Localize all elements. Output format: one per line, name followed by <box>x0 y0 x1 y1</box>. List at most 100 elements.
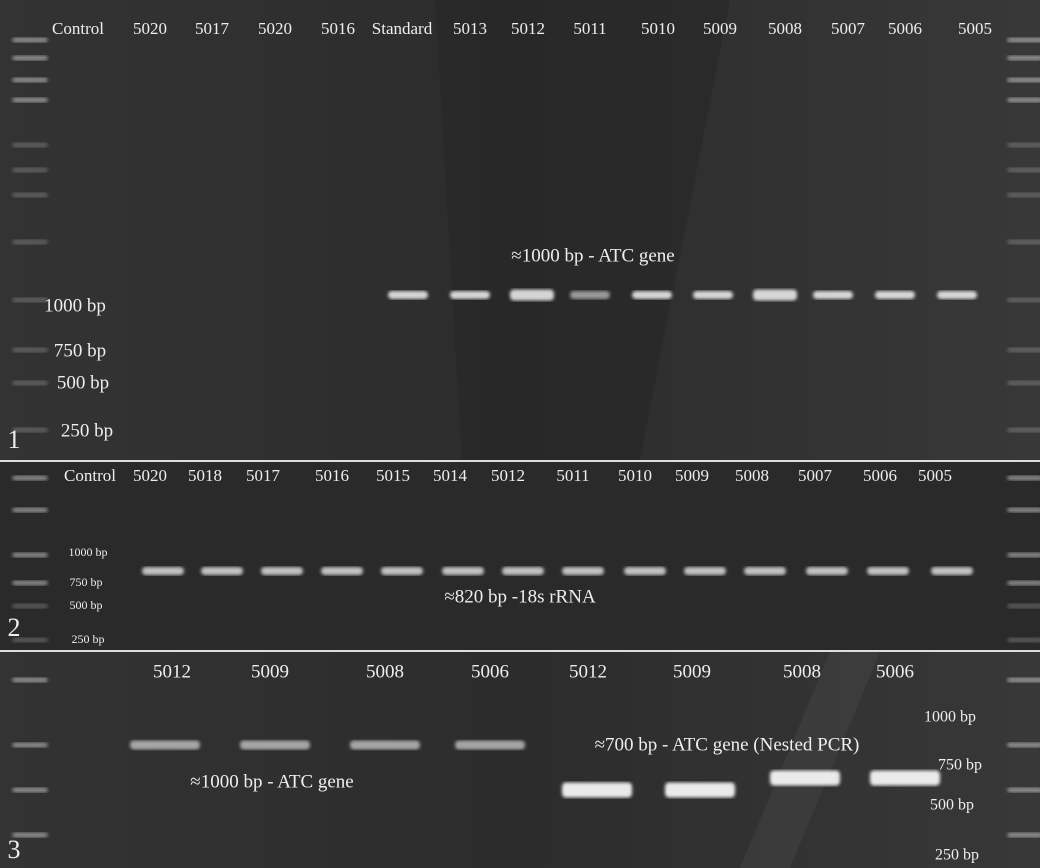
band <box>806 567 848 575</box>
gel-panel-3 <box>0 652 1040 868</box>
band <box>12 678 48 683</box>
band <box>1007 240 1040 245</box>
lane-label: 5008 <box>783 661 821 682</box>
band <box>753 290 797 301</box>
separator <box>0 650 1040 652</box>
band <box>931 567 973 575</box>
band <box>562 567 604 575</box>
band <box>12 78 48 83</box>
band <box>12 381 48 386</box>
lane-label: 5014 <box>433 466 468 485</box>
lane-label: 5006 <box>863 466 897 485</box>
band <box>1007 298 1040 303</box>
lane-label: 5012 <box>511 19 545 38</box>
lane-label: 5009 <box>703 19 737 38</box>
band <box>12 56 48 61</box>
size-marker: 500 bp <box>57 372 109 393</box>
lane-label: 5018 <box>188 466 222 485</box>
band <box>1007 833 1040 838</box>
band <box>350 741 420 750</box>
panel-number: 2 <box>8 613 21 642</box>
annotation: ≈820 bp -18s rRNA <box>444 586 596 607</box>
lane-label: 5006 <box>888 19 922 38</box>
annotation: ≈1000 bp - ATC gene <box>511 245 674 266</box>
panel-number: 3 <box>8 835 21 864</box>
annotation: ≈1000 bp - ATC gene <box>190 771 353 792</box>
lane-label: 5007 <box>798 466 833 485</box>
band <box>12 193 48 198</box>
band <box>1007 743 1040 748</box>
band <box>261 567 303 575</box>
band <box>12 476 48 481</box>
band <box>624 567 666 575</box>
band <box>813 291 853 299</box>
lane-label: 5010 <box>641 19 675 38</box>
band <box>665 783 735 798</box>
lane-label: 5007 <box>831 19 866 38</box>
band <box>12 240 48 245</box>
lane-label: 5017 <box>246 466 281 485</box>
lane-label: 5009 <box>675 466 709 485</box>
band <box>12 604 48 609</box>
band <box>1007 381 1040 386</box>
band <box>442 567 484 575</box>
band <box>12 508 48 513</box>
panel-number: 1 <box>8 425 21 454</box>
lane-label: 5009 <box>673 661 711 682</box>
band <box>142 567 184 575</box>
band <box>632 291 672 299</box>
band <box>12 553 48 558</box>
size-marker: 1000 bp <box>44 295 106 316</box>
band <box>867 567 909 575</box>
band <box>1007 56 1040 61</box>
band <box>240 741 310 750</box>
band <box>1007 143 1040 148</box>
lane-label: 5020 <box>258 19 292 38</box>
lane-label: 5012 <box>153 661 191 682</box>
band <box>201 567 243 575</box>
lane-label: 5009 <box>251 661 289 682</box>
lane-label: 5011 <box>556 466 589 485</box>
band <box>388 291 428 299</box>
size-marker: 500 bp <box>930 797 974 814</box>
band <box>744 567 786 575</box>
lane-label: 5012 <box>491 466 525 485</box>
band <box>1007 678 1040 683</box>
band <box>12 581 48 586</box>
lane-label: Standard <box>372 19 433 38</box>
lane-label: Control <box>64 466 116 485</box>
lane-label: 5016 <box>321 19 355 38</box>
size-marker: 750 bp <box>54 340 106 361</box>
lane-label: 5006 <box>471 661 509 682</box>
band <box>1007 638 1040 643</box>
gel-figure: Control 5020 5017 5020 5016 Standard 5013 5012 5… <box>0 0 1040 868</box>
gel-panel-2 <box>0 462 1040 650</box>
band <box>455 741 525 750</box>
lane-label: 5008 <box>735 466 769 485</box>
band <box>12 348 48 353</box>
lane-label: 5017 <box>195 19 230 38</box>
separator <box>0 460 1040 462</box>
band <box>510 290 554 301</box>
lane-label: 5012 <box>569 661 607 682</box>
band <box>1007 553 1040 558</box>
lane-label: 5020 <box>133 466 167 485</box>
lane-label: 5013 <box>453 19 487 38</box>
lane-label: 5006 <box>876 661 914 682</box>
lane-label: 5020 <box>133 19 167 38</box>
band <box>12 788 48 793</box>
band <box>12 743 48 748</box>
band <box>1007 581 1040 586</box>
band <box>1007 98 1040 103</box>
band <box>1007 78 1040 83</box>
band <box>1007 508 1040 513</box>
size-marker: 250 bp <box>61 420 113 441</box>
band <box>693 291 733 299</box>
lane-label: 5005 <box>958 19 992 38</box>
band <box>870 771 940 786</box>
lane-label: 5005 <box>918 466 952 485</box>
band <box>1007 604 1040 609</box>
band <box>1007 476 1040 481</box>
band <box>381 567 423 575</box>
lane-label: 5016 <box>315 466 349 485</box>
